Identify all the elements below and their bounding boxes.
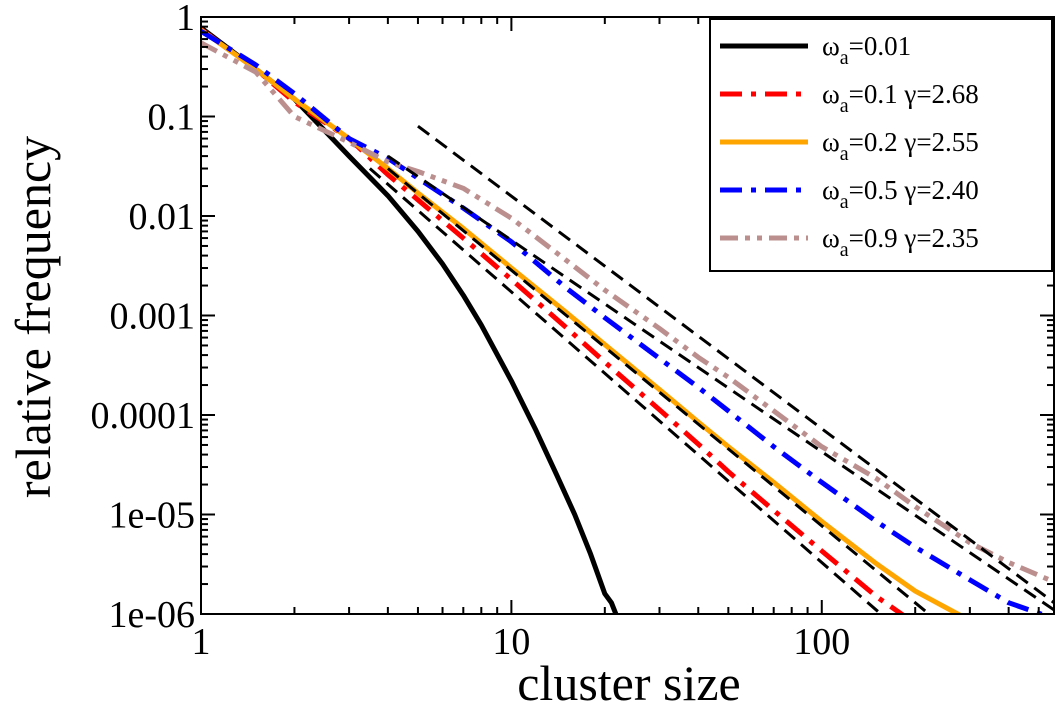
y-tick-label: 0.01 [129, 196, 196, 238]
legend-box [709, 18, 1053, 272]
legend-label-0: ωa=0.01 [822, 31, 911, 69]
y-tick-label: 0.001 [110, 296, 196, 338]
x-tick-label: 10 [492, 621, 530, 663]
fit-line-2 [387, 154, 1054, 612]
y-axis-title: relative frequency [5, 136, 61, 498]
legend-label-2: ωa=0.2 γ=2.55 [822, 127, 979, 165]
y-tick-label: 1 [176, 0, 195, 39]
fit-line-0 [368, 167, 884, 614]
y-tick-label: 1e-06 [108, 594, 195, 636]
x-axis-ticks: 1 10 100 [192, 17, 1040, 663]
y-tick-label: 1e-05 [108, 495, 195, 537]
fit-line-1 [386, 167, 932, 614]
x-tick-label: 100 [793, 621, 850, 663]
y-tick-label: 0.0001 [91, 395, 196, 437]
series-line-4 [201, 40, 1054, 585]
legend-label-4: ωa=0.9 γ=2.35 [822, 223, 979, 261]
plot-area [200, 16, 1055, 615]
legend-label-1: ωa=0.1 γ=2.68 [822, 79, 979, 117]
x-axis-title: cluster size [517, 655, 741, 707]
legend: ωa=0.01 ωa=0.1 γ=2.68 ωa=0.2 γ=2.55 ωa=0.5 … [709, 18, 1053, 272]
series-line-1 [201, 27, 906, 614]
x-tick-label: 1 [192, 621, 211, 663]
fit-line-3 [417, 124, 1054, 604]
series-line-0 [201, 25, 619, 614]
series-line-3 [201, 29, 1049, 614]
plot-series-group [201, 25, 1054, 614]
legend-label-3: ωa=0.5 γ=2.40 [822, 175, 979, 213]
y-tick-label: 0.1 [148, 97, 196, 139]
